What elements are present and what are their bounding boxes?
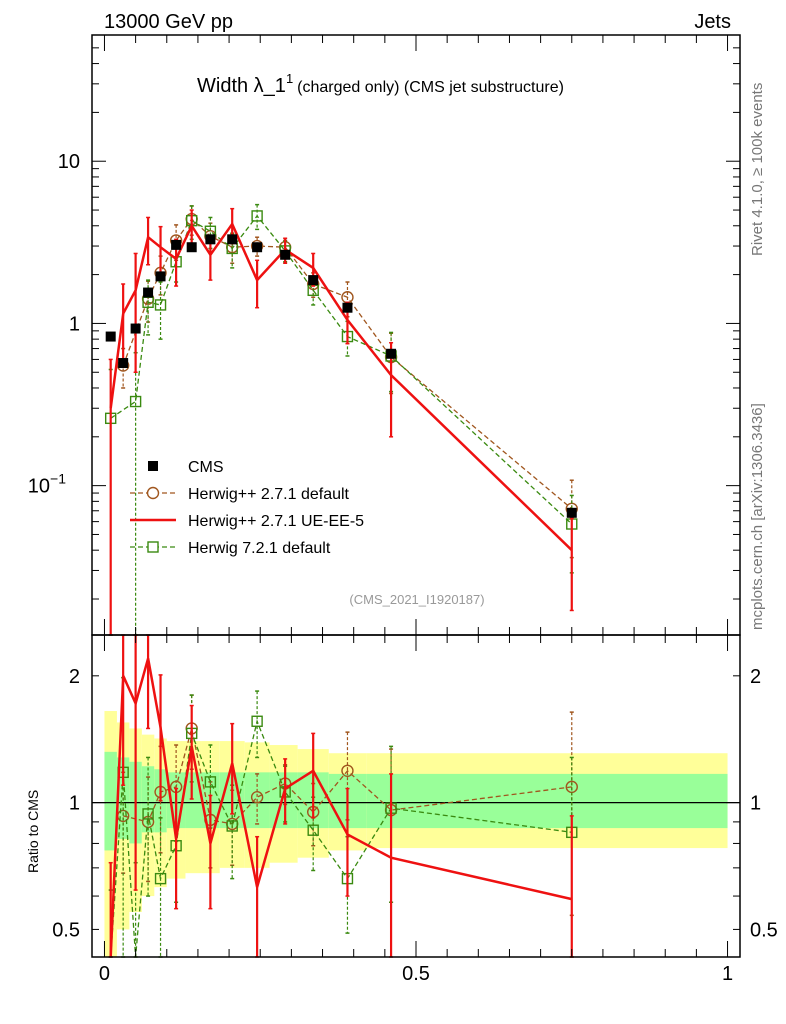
data-point-h721: [129, 395, 142, 408]
ratio-panel-frame: [91, 634, 741, 958]
data-point-h721: [154, 872, 167, 885]
legend: CMS Herwig++ 2.7.1 default Herwig++ 2.7.1 …: [130, 459, 364, 557]
data-point-h271: [250, 791, 264, 804]
legend-entry-cms: CMS: [148, 459, 224, 476]
data-point-h721: [226, 820, 238, 832]
data-point-cms: [155, 271, 166, 282]
data-point-cms: [386, 348, 397, 359]
y-tick-label: 0.5: [52, 919, 80, 941]
data-point-cms: [342, 302, 353, 313]
header-category: Jets: [694, 11, 731, 33]
band-inner-segment: [185, 772, 202, 829]
header-energy: 13000 GeV pp: [104, 11, 233, 33]
y-tick-label: 1: [69, 313, 80, 335]
band-inner-segment: [104, 751, 117, 851]
analysis-id: (CMS_2021_I1920187): [349, 592, 484, 607]
band-inner-segment: [269, 772, 298, 829]
data-point-cms: [280, 249, 291, 260]
data-point-h271: [341, 764, 354, 777]
series-ueee5: [108, 207, 574, 636]
series-line-h721: [110, 214, 573, 525]
legend-marker: [147, 541, 159, 553]
x-tick-label: 0.5: [402, 963, 430, 985]
series-ueee5: [108, 634, 574, 958]
axes: 10 1 10−1 2 2 1 1 0.5 0.5 0 0.5 1: [28, 34, 778, 985]
title-superscript: 1: [286, 71, 293, 86]
data-point-cms: [252, 242, 263, 253]
x-tick-label: 1: [722, 963, 733, 985]
title-main: Width λ_1: [197, 75, 286, 97]
legend-entry-ueee5: Herwig++ 2.7.1 UE-EE-5: [130, 513, 364, 530]
rivet-label: Rivet 4.1.0, ≥ 100k events: [749, 83, 766, 256]
y-tick-label: 10−1: [28, 471, 66, 498]
ratio-ylabel: Ratio to CMS: [25, 790, 41, 873]
data-point-cms: [205, 234, 216, 245]
data-point-cms: [143, 287, 154, 298]
data-point-cms: [227, 234, 238, 245]
data-point-cms: [118, 358, 129, 369]
data-point-cms: [308, 275, 319, 286]
y-tick-label-right: 1: [750, 793, 761, 815]
data-point-cms: [105, 331, 116, 342]
legend-marker: [148, 461, 158, 471]
y-tick-label: 2: [69, 666, 80, 688]
ratio-panel-series: [108, 634, 578, 958]
data-point-h721: [204, 776, 217, 788]
main-panel-series: [104, 203, 578, 636]
data-point-h721: [307, 824, 319, 836]
legend-label: CMS: [188, 459, 224, 476]
legend-label: Herwig 7.2.1 default: [188, 540, 331, 557]
data-point-cms: [171, 239, 182, 250]
legend-entry-h721: Herwig 7.2.1 default: [130, 540, 331, 557]
plot-title: Width λ_11 (charged only) (CMS jet substr…: [197, 71, 564, 97]
data-point-h721: [251, 210, 263, 222]
y-tick-label-right: 2: [750, 666, 761, 688]
data-point-h271: [565, 780, 578, 794]
data-point-cms: [566, 507, 577, 518]
series-cms: [105, 234, 577, 518]
y-tick-label: 10: [58, 151, 80, 173]
mcplots-label: mcplots.cern.ch [arXiv:1306.3436]: [749, 403, 766, 630]
y-tick-label-right: 0.5: [750, 919, 778, 941]
title-sub: (charged only) (CMS jet substructure): [297, 79, 564, 96]
series-h271: [116, 205, 578, 559]
y-tick-label: 1: [69, 793, 80, 815]
legend-label: Herwig++ 2.7.1 default: [188, 486, 350, 503]
legend-entry-h271: Herwig++ 2.7.1 default: [130, 486, 350, 503]
data-point-cms: [130, 323, 141, 334]
legend-label: Herwig++ 2.7.1 UE-EE-5: [188, 513, 364, 530]
data-point-h721: [154, 299, 167, 311]
x-tick-label: 0: [99, 963, 110, 985]
data-point-h721: [251, 715, 263, 727]
legend-marker: [146, 486, 160, 500]
series-line-h721: [110, 719, 572, 958]
data-point-h721: [142, 808, 154, 820]
data-point-cms: [186, 242, 197, 253]
